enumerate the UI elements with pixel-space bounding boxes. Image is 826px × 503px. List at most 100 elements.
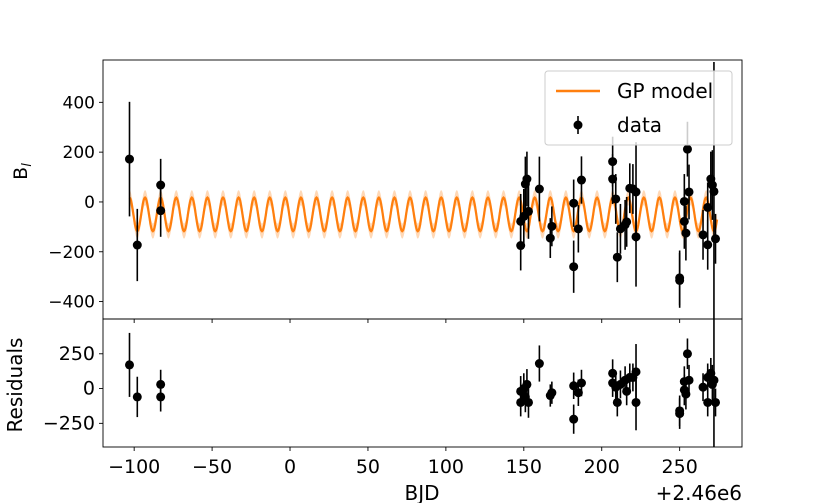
- bottom-ytick-label: −250: [43, 412, 95, 434]
- residual-marker: [631, 397, 641, 407]
- residual-marker: [711, 397, 721, 407]
- residual-point-29: [675, 398, 685, 429]
- legend-data-label: data: [617, 113, 662, 137]
- residual-marker: [124, 360, 134, 370]
- residual-marker: [523, 397, 533, 407]
- residual-marker: [573, 388, 583, 398]
- data-point-10: [534, 156, 544, 222]
- residual-point-13: [569, 372, 579, 399]
- residual-marker: [569, 381, 579, 391]
- data-point-0: [124, 101, 134, 217]
- residual-marker: [569, 414, 579, 424]
- data-point-8: [522, 151, 532, 207]
- bottom-y-axis-label: Residuals: [3, 338, 27, 433]
- residual-marker: [675, 409, 685, 419]
- residual-point-33: [682, 338, 692, 370]
- bottom-ytick-label: 0: [83, 378, 95, 400]
- top-y-ticks: −400 −200 0 200 400: [48, 93, 103, 313]
- residual-point-1: [132, 376, 142, 418]
- residual-point-8: [522, 369, 532, 400]
- top-panel: −400 −200 0 200 400 Bl GP model data: [10, 59, 743, 323]
- x-axis-offset-label: +2.46e6: [656, 481, 742, 503]
- data-point-41: [711, 213, 721, 264]
- legend: GP model data: [544, 70, 733, 146]
- residual-point-35: [698, 373, 708, 402]
- data-point-29: [675, 253, 685, 308]
- residual-point-23: [622, 377, 632, 406]
- residual-marker: [631, 367, 641, 377]
- residual-point-34: [684, 364, 694, 396]
- bottom-xtick-label: −50: [192, 456, 232, 478]
- data-marker: [124, 154, 134, 164]
- residual-point-12: [547, 381, 557, 404]
- data-marker: [703, 240, 713, 250]
- bottom-y-ticks: −250 0 250: [43, 343, 103, 434]
- residual-point-32: [681, 378, 691, 410]
- data-point-31: [679, 174, 689, 229]
- data-point-13: [569, 179, 579, 227]
- bottom-xtick-label: 100: [428, 456, 464, 478]
- residual-marker: [698, 382, 708, 392]
- top-x-ticks: [133, 319, 681, 323]
- data-marker: [711, 234, 721, 244]
- residual-point-9: [523, 387, 533, 418]
- data-marker: [681, 228, 691, 238]
- bottom-ytick-label: 250: [59, 343, 95, 365]
- data-point-23: [622, 196, 632, 247]
- bottom-axes-frame: [102, 318, 743, 448]
- top-ytick-label: 0: [84, 193, 95, 213]
- residual-marker: [156, 392, 166, 402]
- data-marker: [545, 233, 555, 243]
- data-marker: [611, 194, 621, 204]
- data-marker: [534, 184, 544, 194]
- data-marker: [684, 187, 694, 197]
- data-point-9: [523, 184, 533, 239]
- top-data-points: [124, 61, 721, 319]
- bottom-xtick-label: 0: [284, 456, 296, 478]
- top-ytick-label: −200: [48, 243, 95, 263]
- data-point-20: [612, 232, 622, 283]
- residual-marker: [703, 397, 713, 407]
- legend-gp-model-label: GP model: [617, 79, 713, 103]
- top-ytick-label: 200: [63, 143, 95, 163]
- data-marker: [516, 241, 526, 251]
- residual-marker: [709, 375, 719, 385]
- bottom-xtick-label: −100: [108, 456, 160, 478]
- residual-marker: [522, 379, 532, 389]
- bottom-x-ticks: −100 −50 0 50 100 150 200 250: [108, 447, 698, 478]
- top-y-axis-label-main: B: [10, 167, 32, 180]
- residual-point-37: [703, 388, 713, 417]
- top-ytick-label: −400: [48, 293, 95, 313]
- top-ytick-label: 400: [63, 93, 95, 113]
- legend-box: [544, 70, 733, 146]
- data-point-3: [156, 184, 166, 237]
- residual-point-40: [709, 319, 719, 447]
- bottom-xtick-label: 200: [584, 456, 620, 478]
- data-marker: [156, 206, 166, 216]
- data-marker: [608, 174, 618, 184]
- data-point-12: [547, 206, 557, 247]
- residual-point-14: [569, 404, 579, 434]
- legend-data-marker: [573, 120, 583, 130]
- residual-marker: [534, 359, 544, 369]
- data-marker: [622, 217, 632, 227]
- residual-marker: [547, 388, 557, 398]
- data-point-5: [516, 220, 526, 271]
- data-point-34: [684, 164, 694, 220]
- residual-marker: [681, 389, 691, 399]
- data-marker: [709, 186, 719, 196]
- data-marker: [547, 221, 557, 231]
- bottom-xtick-label: 250: [662, 456, 698, 478]
- residual-marker: [576, 378, 586, 388]
- data-marker: [569, 198, 579, 208]
- data-point-37: [703, 219, 713, 270]
- data-point-16: [576, 156, 586, 204]
- residual-marker: [622, 386, 632, 396]
- data-point-35: [698, 209, 708, 260]
- top-y-axis-label: Bl: [10, 163, 35, 180]
- data-marker: [675, 275, 685, 285]
- data-point-18: [608, 154, 618, 204]
- residual-point-27: [631, 374, 641, 431]
- residual-point-10: [534, 345, 544, 382]
